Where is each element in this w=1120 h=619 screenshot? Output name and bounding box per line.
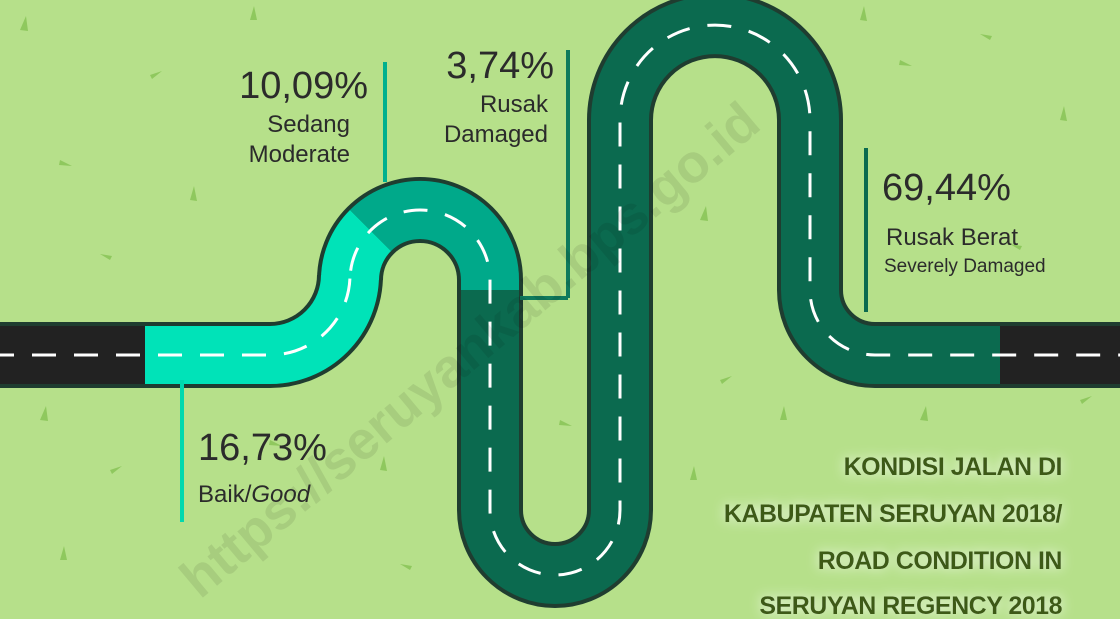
title-line: SERUYAN REGENCY 2018 (759, 592, 1062, 619)
title-line: KONDISI JALAN DI (844, 453, 1062, 481)
label-en: Moderate (249, 141, 350, 168)
label: Sedang (267, 111, 350, 138)
value: 69,44% (882, 167, 1011, 209)
leaves (20, 6, 1092, 570)
title-line: KABUPATEN SERUYAN 2018/ (724, 500, 1063, 528)
label-en: Damaged (444, 121, 548, 148)
label: Baik/Good (198, 481, 311, 508)
title: KONDISI JALAN DI KABUPATEN SERUYAN 2018/… (724, 453, 1063, 619)
value: 10,09% (239, 65, 368, 107)
title-line: ROAD CONDITION IN (818, 547, 1062, 575)
label: Rusak Berat (886, 224, 1018, 251)
label: Rusak (480, 91, 549, 118)
label-en: Severely Damaged (884, 256, 1046, 277)
value: 3,74% (446, 45, 554, 87)
value: 16,73% (198, 427, 327, 469)
leaders (180, 50, 868, 522)
label-en: Good (251, 481, 310, 508)
label-id: Baik/ (198, 481, 252, 508)
